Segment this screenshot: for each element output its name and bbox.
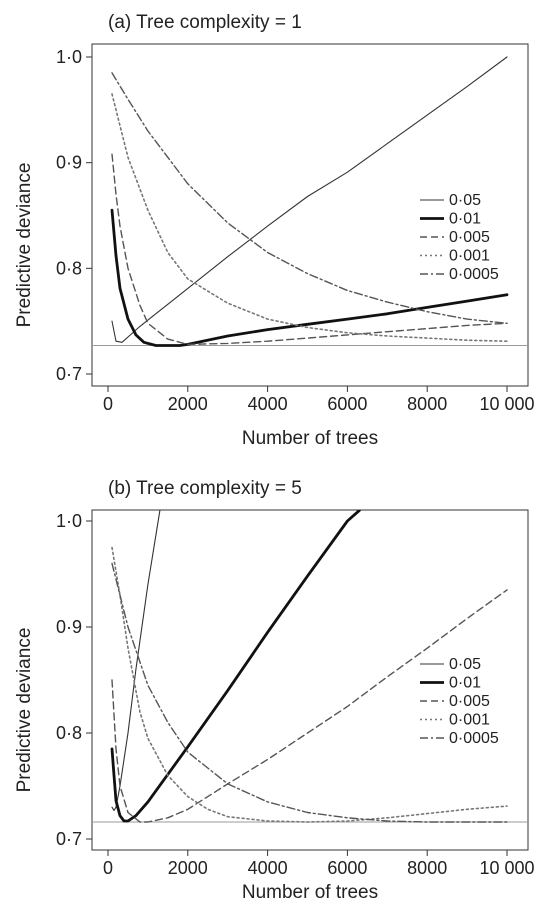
series-line-dotted (111, 546, 508, 823)
y-tick-label: 0·7 (56, 364, 82, 384)
panel-b-title: (b) Tree complexity = 5 (108, 478, 302, 499)
series-line-dashed (111, 589, 508, 823)
panel-b-x-axis-label: Number of trees (242, 882, 378, 903)
panel-b-y-axis-label: Predictive deviance (14, 628, 35, 793)
legend-label: 0·01 (449, 211, 481, 228)
series-line-dash-dot (111, 562, 508, 823)
x-tick-label: 2000 (168, 858, 208, 878)
y-tick-label: 0·9 (56, 153, 82, 173)
y-tick-label: 0·7 (56, 829, 82, 849)
panel-b-plot-frame (91, 509, 529, 851)
legend-label: 0·05 (449, 192, 481, 209)
legend-label: 0·005 (449, 693, 490, 710)
x-tick-label: 6000 (327, 858, 367, 878)
legend-label: 0·0005 (449, 730, 499, 747)
x-tick-label: 8000 (407, 394, 447, 414)
panel-b-ticks: 0 2000 4000 6000 8000 10 000 0·7 0·8 0·9 1·0 (56, 511, 535, 878)
legend-label: 0·001 (449, 248, 490, 265)
panel-a-x-axis-label: Number of trees (242, 428, 378, 449)
series-line-dash-dot (111, 72, 508, 324)
x-tick-label: 10 000 (479, 858, 534, 878)
y-tick-label: 1·0 (56, 511, 82, 531)
series-line-dotted (111, 93, 508, 342)
panel-a-ticks: 0 2000 4000 6000 8000 10 000 0·7 0·8 0·9 1·0 (56, 47, 535, 414)
legend-label: 0·01 (449, 675, 481, 692)
series-line-thin-solid (111, 510, 161, 811)
legend-label: 0·001 (449, 712, 490, 729)
x-tick-label: 0 (103, 858, 113, 878)
series-line-thick-solid (110, 510, 361, 823)
panel-a-title: (a) Tree complexity = 1 (108, 12, 302, 33)
x-tick-label: 8000 (407, 858, 447, 878)
y-tick-label: 0·8 (56, 723, 82, 743)
panel-a: (a) Tree complexity = 1 0 2000 4000 6000 800… (14, 12, 535, 449)
x-tick-label: 4000 (248, 858, 288, 878)
y-tick-label: 1·0 (56, 47, 82, 67)
panel-a-plot-frame (91, 43, 529, 387)
series-line-thin-solid (111, 56, 508, 343)
series-line-dashed (111, 153, 508, 346)
x-tick-label: 6000 (327, 394, 367, 414)
legend-label: 0·005 (449, 229, 490, 246)
y-tick-label: 0·9 (56, 617, 82, 637)
panel-b: (b) Tree complexity = 5 0 2000 4000 6000 800… (14, 478, 535, 903)
x-tick-label: 0 (103, 394, 113, 414)
panel-b-series-layer (110, 510, 508, 823)
panel-a-series-layer (110, 56, 509, 347)
legend-label: 0·0005 (449, 266, 499, 283)
series-line-thick-solid (110, 208, 509, 347)
x-tick-label: 4000 (248, 394, 288, 414)
x-tick-label: 10 000 (479, 394, 534, 414)
legend-label: 0·05 (449, 656, 481, 673)
panel-a-y-axis-label: Predictive deviance (14, 163, 35, 328)
x-tick-label: 2000 (168, 394, 208, 414)
y-tick-label: 0·8 (56, 258, 82, 278)
